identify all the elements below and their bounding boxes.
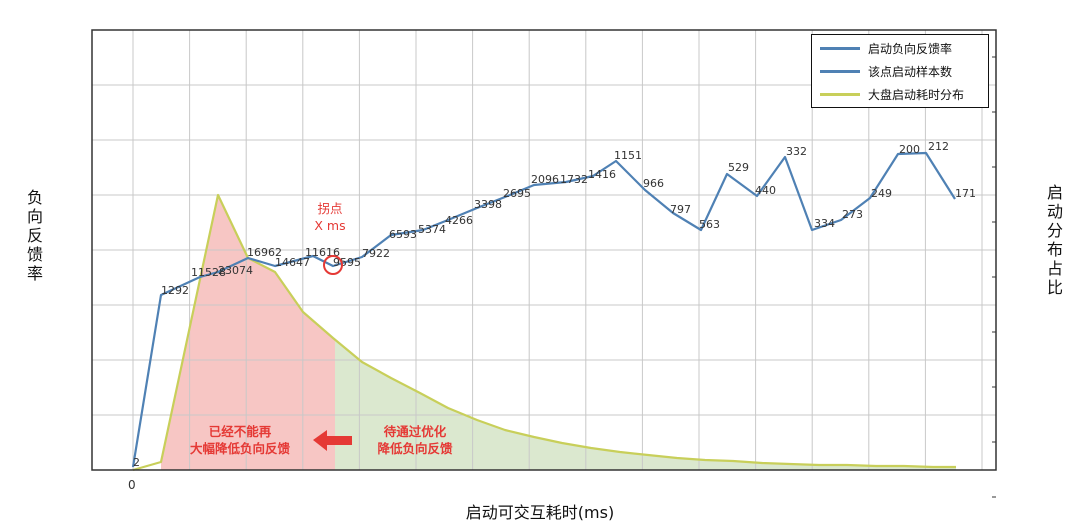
sample-count-label: 11528 — [191, 266, 226, 279]
inflection-label-line2: X ms — [314, 218, 346, 233]
legend-item-feedback-rate: 启动负向反馈率 — [820, 38, 952, 58]
sample-count-label: 16962 — [247, 246, 282, 259]
sample-count-label: 334 — [814, 217, 835, 230]
sample-count-label: 212 — [928, 140, 949, 153]
point-labels: 2129211528230741696214647116169595792265… — [133, 140, 976, 469]
left-region-label: 已经不能再 大幅降低负向反馈 — [170, 423, 310, 457]
x-tick-zero: 0 — [128, 478, 136, 492]
left-region-line1: 已经不能再 — [208, 424, 272, 439]
legend: 启动负向反馈率 该点启动样本数 大盘启动耗时分布 — [811, 34, 989, 108]
legend-label: 该点启动样本数 — [868, 64, 953, 79]
sample-count-label: 563 — [699, 218, 720, 231]
y-axis-right-label: 启动分布占比 — [1046, 183, 1063, 297]
inflection-label-line1: 拐点 — [317, 201, 343, 216]
distribution-line — [132, 193, 956, 472]
sample-count-label: 440 — [755, 184, 776, 197]
sample-count-label: 3398 — [474, 198, 502, 211]
right-region-line1: 待通过优化 — [383, 424, 447, 439]
sample-count-label: 2 — [133, 456, 140, 469]
region-green — [335, 339, 956, 470]
right-region-label: 待通过优化 降低负向反馈 — [360, 423, 470, 457]
right-region-line2: 降低负向反馈 — [377, 441, 453, 456]
sample-count-label: 1732 — [560, 173, 588, 186]
left-arrow-icon — [313, 430, 352, 451]
legend-label: 启动负向反馈率 — [868, 41, 953, 56]
legend-swatch-blue — [820, 46, 860, 50]
sample-count-label: 2695 — [503, 187, 531, 200]
sample-count-label: 797 — [670, 203, 691, 216]
legend-item-sample-count: 该点启动样本数 — [820, 61, 952, 81]
y-axis-left-label: 负向反馈率 — [26, 188, 43, 283]
sample-count-label: 5374 — [418, 223, 446, 236]
sample-count-label: 200 — [899, 143, 920, 156]
sample-count-label: 4266 — [445, 214, 473, 227]
series-lines — [131, 151, 956, 472]
region-pink — [161, 195, 335, 470]
sample-count-label: 171 — [955, 187, 976, 200]
sample-count-label: 23074 — [218, 264, 253, 277]
left-region-line2: 大幅降低负向反馈 — [189, 441, 290, 456]
sample-count-label: 1292 — [161, 284, 189, 297]
sample-count-label: 273 — [842, 208, 863, 221]
x-axis-label: 启动可交互耗时(ms) — [465, 503, 615, 522]
sample-count-label: 7922 — [362, 247, 390, 260]
legend-label: 大盘启动耗时分布 — [868, 87, 965, 102]
sample-count-label: 2096 — [531, 173, 559, 186]
legend-swatch-blue — [820, 69, 860, 73]
plot-frame — [91, 29, 997, 471]
legend-swatch-yellow — [820, 92, 860, 96]
sample-count-label: 966 — [643, 177, 664, 190]
sample-count-label: 332 — [786, 145, 807, 158]
inflection-label: 拐点 X ms — [300, 200, 360, 234]
sample-count-label: 1416 — [588, 168, 616, 181]
legend-item-distribution: 大盘启动耗时分布 — [820, 84, 964, 104]
feedback-rate-line — [131, 151, 956, 468]
region-fills — [161, 195, 956, 470]
sample-count-label: 14647 — [275, 256, 310, 269]
sample-count-label: 529 — [728, 161, 749, 174]
inflection-marker — [323, 255, 343, 275]
sample-count-label: 249 — [871, 187, 892, 200]
sample-count-label: 1151 — [614, 149, 642, 162]
sample-count-label: 6593 — [389, 228, 417, 241]
